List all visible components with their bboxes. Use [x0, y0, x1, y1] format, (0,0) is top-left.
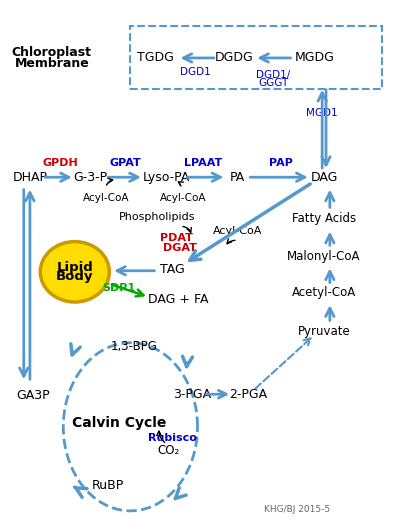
Text: Chloroplast: Chloroplast — [12, 46, 92, 59]
Text: TGDG: TGDG — [137, 52, 174, 64]
Text: DAG + FA: DAG + FA — [148, 293, 208, 306]
Text: Malonyl-CoA: Malonyl-CoA — [287, 250, 361, 262]
Text: Acyl-CoA: Acyl-CoA — [213, 226, 262, 236]
Text: Rubisco: Rubisco — [148, 433, 197, 443]
Text: DGD1/: DGD1/ — [256, 70, 291, 80]
Text: DGD1: DGD1 — [180, 67, 211, 77]
Text: Lyso-PA: Lyso-PA — [143, 171, 191, 184]
Text: CO₂: CO₂ — [158, 444, 180, 457]
Text: Fatty Acids: Fatty Acids — [292, 212, 356, 225]
Text: DGAT: DGAT — [164, 243, 197, 253]
Text: SDP1: SDP1 — [102, 283, 136, 293]
Text: TAG: TAG — [160, 263, 185, 276]
Text: Membrane: Membrane — [15, 57, 89, 70]
Text: LPAAT: LPAAT — [184, 158, 222, 167]
Text: Calvin Cycle: Calvin Cycle — [72, 416, 166, 430]
Text: RuBP: RuBP — [91, 478, 123, 492]
Text: GPAT: GPAT — [110, 158, 142, 167]
Text: PDAT: PDAT — [160, 233, 193, 243]
Text: Pyruvate: Pyruvate — [298, 324, 351, 338]
Text: Body: Body — [56, 270, 93, 283]
Text: Acetyl-CoA: Acetyl-CoA — [292, 286, 356, 299]
Text: MGDG: MGDG — [295, 52, 335, 64]
Text: MGD1: MGD1 — [307, 108, 338, 118]
Text: PAP: PAP — [269, 158, 293, 167]
Text: Acyl-CoA: Acyl-CoA — [84, 193, 130, 203]
Text: DHAP: DHAP — [13, 171, 48, 184]
Text: PA: PA — [230, 171, 245, 184]
Text: G-3-P: G-3-P — [73, 171, 107, 184]
Text: 1,3-BPG: 1,3-BPG — [111, 340, 158, 354]
Text: DGDG: DGDG — [215, 52, 253, 64]
Text: Phospholipids: Phospholipids — [119, 212, 195, 222]
Text: Lipid: Lipid — [56, 261, 93, 274]
Text: DAG: DAG — [310, 171, 338, 184]
Text: GA3P: GA3P — [16, 389, 49, 402]
Text: Acyl-CoA: Acyl-CoA — [160, 193, 206, 203]
Text: GPDH: GPDH — [43, 158, 78, 167]
Text: 3-PGA: 3-PGA — [173, 388, 211, 401]
Ellipse shape — [40, 242, 109, 302]
Text: KHG/BJ 2015-5: KHG/BJ 2015-5 — [264, 506, 330, 515]
Text: GGGT: GGGT — [258, 78, 288, 88]
Text: 2-PGA: 2-PGA — [229, 388, 268, 401]
